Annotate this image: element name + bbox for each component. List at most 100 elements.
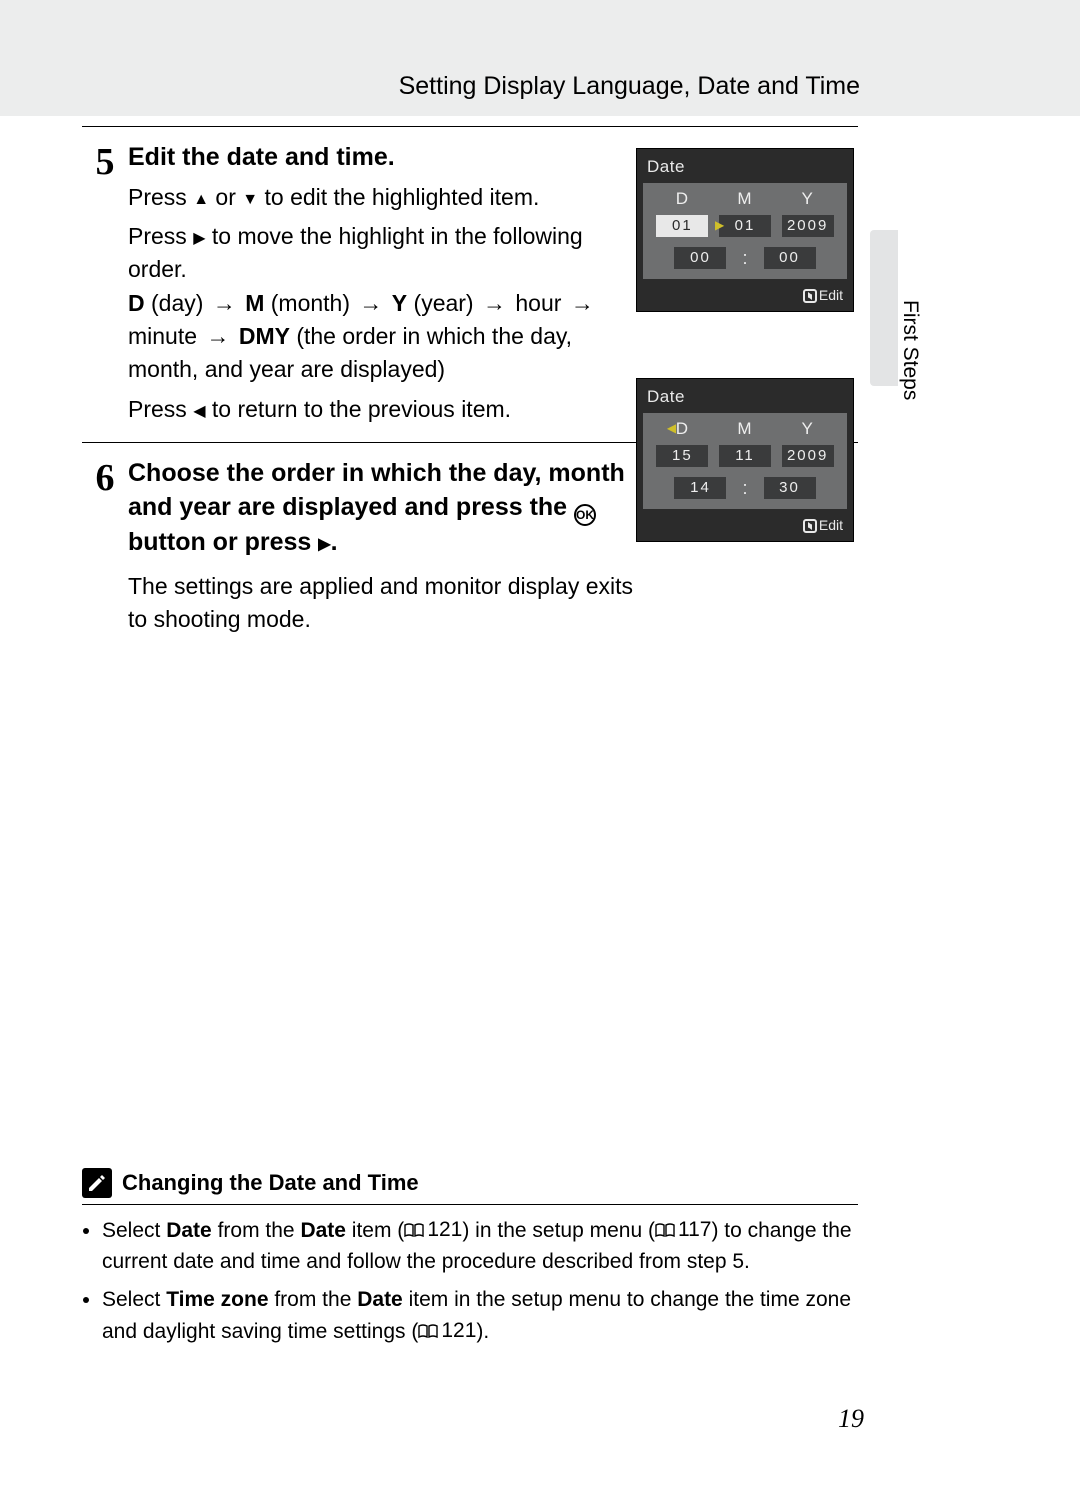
dmy-labels: D M Y — [643, 183, 847, 215]
val-d: 01 — [656, 215, 708, 237]
label-m: M — [719, 419, 771, 439]
seq-d: D — [128, 290, 145, 316]
book-icon — [404, 1223, 424, 1237]
text: Select — [102, 1219, 166, 1242]
text: Select — [102, 1288, 166, 1311]
right-triangle-icon: ▶ — [193, 227, 205, 250]
arrow-right-icon — [203, 323, 232, 349]
book-icon — [418, 1324, 438, 1338]
lcd-panel: D M Y 01 ▶ 01 2009 00 : 00 — [643, 183, 847, 279]
text: ). — [476, 1320, 489, 1343]
text: item ( — [346, 1219, 404, 1242]
text: to edit the highlighted item. — [258, 184, 539, 210]
step-heading: Choose the order in which the day, month… — [128, 457, 638, 560]
ok-button-icon: OK — [574, 504, 596, 526]
bold: Date — [300, 1219, 346, 1242]
seq-y: Y — [392, 290, 407, 316]
camera-lcd-2: Date ◀ D M Y 15 11 2009 14 : 30 Edit — [636, 378, 854, 542]
text: or — [209, 184, 242, 210]
bold: Date — [166, 1219, 212, 1242]
time-values: 00 : 00 — [643, 243, 847, 277]
val-hour: 00 — [674, 247, 726, 269]
note-bullet-2: Select Time zone from the Date item in t… — [102, 1285, 858, 1347]
text: hour — [509, 290, 568, 316]
label-m: M — [719, 189, 771, 209]
note-box: Changing the Date and Time Select Date f… — [82, 1168, 858, 1355]
colon: : — [740, 247, 749, 269]
step6-para: The settings are applied and monitor dis… — [128, 570, 638, 637]
val-y: 2009 — [782, 215, 834, 237]
text: Press — [128, 223, 193, 249]
edit-label: Edit — [819, 287, 843, 303]
text: (month) — [264, 290, 356, 316]
note-title: Changing the Date and Time — [122, 1170, 419, 1196]
edit-icon — [803, 289, 817, 303]
text: ) in the setup menu ( — [462, 1219, 655, 1242]
lcd-panel: ◀ D M Y 15 11 2009 14 : 30 — [643, 413, 847, 509]
val-d: 15 — [656, 445, 708, 467]
down-triangle-icon: ▼ — [242, 188, 258, 211]
step-number: 5 — [82, 141, 128, 426]
lcd-footer: Edit — [637, 513, 853, 541]
val-min: 30 — [764, 477, 816, 499]
text: from the — [269, 1288, 358, 1311]
right-triangle-icon: ▶ — [318, 534, 330, 556]
label-d: D — [656, 189, 708, 209]
val-m: 11 — [719, 445, 771, 467]
text: button or press — [128, 528, 318, 556]
val-m: 01 — [719, 215, 771, 237]
dmy-labels: ◀ D M Y — [643, 413, 847, 445]
text: . — [331, 528, 338, 556]
seq-dmy: DMY — [239, 323, 290, 349]
text: minute — [128, 323, 203, 349]
left-triangle-icon: ◀ — [193, 400, 205, 423]
text: (day) — [145, 290, 210, 316]
text: Choose the order in which the day, month… — [128, 459, 625, 521]
ok-label: OK — [576, 507, 594, 523]
text: (year) — [407, 290, 480, 316]
edit-label: Edit — [819, 517, 843, 533]
caret-left-icon: ◀ — [646, 421, 698, 435]
seq-m: M — [245, 290, 264, 316]
page-header-title: Setting Display Language, Date and Time — [399, 72, 860, 101]
text: from the — [212, 1219, 301, 1242]
step-number: 6 — [82, 457, 128, 636]
section-tab-bg — [870, 230, 898, 386]
lcd-title: Date — [637, 149, 853, 183]
text: to return to the previous item. — [206, 396, 512, 422]
arrow-right-icon — [480, 290, 509, 316]
bold: Time zone — [166, 1288, 268, 1311]
section-tab-label: First Steps — [898, 300, 922, 400]
ref-num: 121 — [427, 1215, 462, 1245]
time-values: 14 : 30 — [643, 473, 847, 507]
page-number: 19 — [838, 1404, 864, 1434]
bold: Date — [357, 1288, 403, 1311]
val-y: 2009 — [782, 445, 834, 467]
arrow-right-icon — [356, 290, 385, 316]
label-y: Y — [782, 419, 834, 439]
val-hour: 14 — [674, 477, 726, 499]
edit-icon — [803, 519, 817, 533]
note-bullet-1: Select Date from the Date item ( 121) in… — [102, 1215, 858, 1277]
lcd-title: Date — [637, 379, 853, 413]
dmy-values: 15 11 2009 — [643, 445, 847, 473]
step5-p3: Press ◀ to return to the previous item. — [128, 393, 628, 426]
note-header: Changing the Date and Time — [82, 1168, 858, 1205]
page-ref: 121 — [404, 1215, 462, 1245]
arrow-right-icon — [210, 290, 239, 316]
dmy-values: 01 ▶ 01 2009 — [643, 215, 847, 243]
text: Press — [128, 184, 193, 210]
up-triangle-icon: ▲ — [193, 188, 209, 211]
label-y: Y — [782, 189, 834, 209]
page-ref: 121 — [418, 1316, 476, 1346]
manual-page: Setting Display Language, Date and Time … — [0, 0, 1080, 1486]
page-ref: 117 — [655, 1215, 711, 1245]
arrow-right-icon — [568, 290, 597, 316]
lcd-footer: Edit — [637, 283, 853, 311]
book-icon — [655, 1223, 675, 1237]
colon: : — [740, 477, 749, 499]
ref-num: 117 — [678, 1215, 711, 1245]
text: Press — [128, 396, 193, 422]
camera-lcd-1: Date D M Y 01 ▶ 01 2009 00 : 00 Edit — [636, 148, 854, 312]
note-list: Select Date from the Date item ( 121) in… — [82, 1215, 858, 1347]
